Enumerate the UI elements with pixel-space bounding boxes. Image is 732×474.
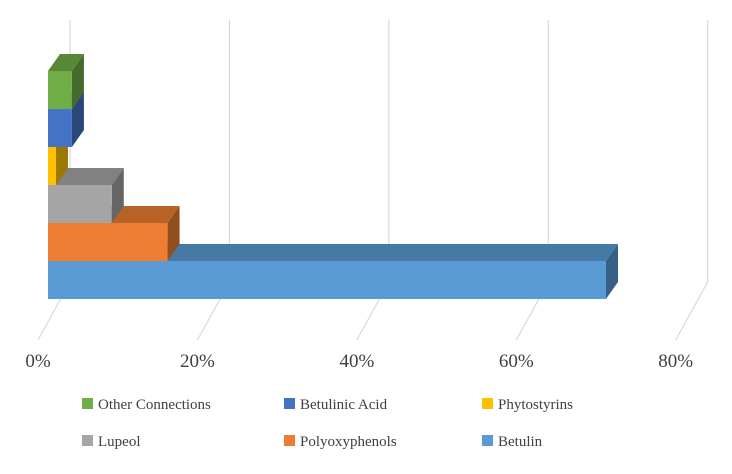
- legend-label: Lupeol: [98, 434, 141, 450]
- legend-item: Polyoxyphenols: [284, 434, 397, 450]
- bar-front-face: [48, 71, 72, 109]
- legend-label: Other Connections: [98, 397, 211, 413]
- legend-label: Polyoxyphenols: [300, 434, 397, 450]
- bar-top-face: [48, 168, 124, 185]
- legend-item: Betulinic Acid: [284, 397, 388, 413]
- bar-front-face: [48, 261, 606, 299]
- bar-front-face: [48, 223, 168, 261]
- legend-label: Betulin: [498, 434, 543, 450]
- x-tick-label: 0%: [25, 351, 51, 372]
- legend-item: Betulin: [482, 434, 543, 450]
- bar-side-face: [606, 244, 618, 299]
- bar-side-face: [71, 54, 84, 109]
- legend-item: Phytostyrins: [482, 397, 573, 413]
- bar-other-connections: [48, 54, 84, 109]
- bar-lupeol: [48, 168, 124, 223]
- legend-swatch: [284, 398, 295, 409]
- bar-side-face: [167, 206, 180, 261]
- bar-front-face: [48, 185, 112, 223]
- bars: [48, 54, 618, 299]
- bar-top-face: [48, 54, 84, 71]
- legend-label: Phytostyrins: [498, 397, 573, 413]
- x-axis-ticks: 0% 20% 40% 60% 80%: [25, 351, 693, 372]
- legend-swatch: [482, 398, 493, 409]
- legend-swatch: [284, 435, 295, 446]
- legend-label: Betulinic Acid: [300, 397, 388, 413]
- legend-swatch: [82, 435, 93, 446]
- bar-side-face: [111, 168, 124, 223]
- floor-gridline: [675, 281, 709, 341]
- legend-swatch: [482, 435, 493, 446]
- bar-front-face: [48, 147, 56, 185]
- bar-betulin: [48, 244, 618, 299]
- x-tick-label: 80%: [658, 351, 693, 372]
- bar-front-face: [48, 109, 72, 147]
- x-tick-label: 40%: [339, 351, 374, 372]
- bar-side-face: [71, 92, 84, 147]
- legend-item: Other Connections: [82, 397, 211, 413]
- legend-swatch: [82, 398, 93, 409]
- x-tick-label: 60%: [499, 351, 534, 372]
- x-tick-label: 20%: [180, 351, 215, 372]
- legend: Other Connections Betulinic Acid Phytostyr…: [82, 397, 573, 450]
- legend-item: Lupeol: [82, 434, 141, 450]
- bar-top-face: [48, 244, 618, 261]
